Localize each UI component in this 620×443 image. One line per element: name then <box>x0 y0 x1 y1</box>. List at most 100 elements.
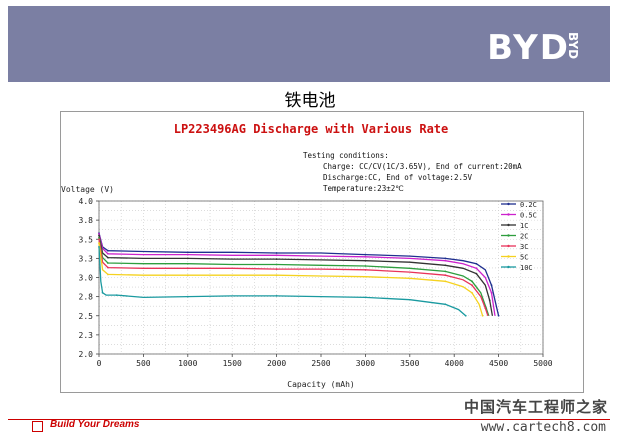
series-line-1C <box>98 235 494 316</box>
series-point <box>444 270 447 273</box>
x-tick-label: 1000 <box>178 359 197 368</box>
series-point <box>106 256 109 259</box>
series-point <box>98 234 100 237</box>
series-point <box>364 259 367 262</box>
series-point <box>106 249 109 252</box>
series-point <box>106 262 109 264</box>
series-point <box>106 266 109 269</box>
series-point <box>444 264 447 267</box>
series-line-2C <box>98 237 490 317</box>
condition-line: Discharge:CC, End of voltage:2.5V <box>323 173 472 182</box>
discharge-chart: LP223496AG Discharge with Various Rate T… <box>61 122 553 389</box>
chart-frame: LP223496AG Discharge with Various Rate T… <box>60 111 584 393</box>
series-point <box>186 251 189 254</box>
y-axis-label: Voltage (V) <box>61 185 114 194</box>
series-point <box>98 242 100 244</box>
series-point <box>444 280 447 283</box>
series-point <box>275 258 278 261</box>
footer-slogan: Build Your Dreams <box>50 419 140 430</box>
x-tick-label: 5000 <box>533 359 552 368</box>
series-point <box>364 255 367 258</box>
series-point <box>275 263 278 266</box>
legend-label: 10C <box>520 264 533 272</box>
x-tick-label: 500 <box>136 359 151 368</box>
y-tick-label: 3.3 <box>79 254 94 263</box>
legend: 0.2C 0.5C 1C 2C 3C 5C 10C <box>501 201 537 272</box>
testing-conditions: Testing conditions: Charge: CC/CV(1C/3.65… <box>303 151 522 193</box>
series-lines <box>98 232 500 317</box>
condition-line: Temperature:23±2℃ <box>323 184 404 193</box>
x-tick-label: 3000 <box>356 359 375 368</box>
condition-line: Charge: CC/CV(1C/3.65V), End of current:… <box>323 162 522 171</box>
series-point <box>444 257 447 260</box>
y-tick-label: 3.8 <box>79 216 94 225</box>
series-line-5C <box>98 243 484 316</box>
watermark-title: 中国汽车工程师之家 <box>463 398 608 416</box>
x-tick-label: 3500 <box>400 359 419 368</box>
series-point <box>275 268 278 270</box>
series-point <box>364 265 367 267</box>
footer-divider <box>8 419 610 420</box>
header-banner: BYD BYD <box>8 6 610 82</box>
x-tick-label: 1500 <box>223 359 242 368</box>
series-point <box>101 291 104 294</box>
series-point <box>275 254 278 257</box>
series-point <box>186 274 189 277</box>
series-point <box>98 238 100 241</box>
series-line-10C <box>98 246 467 317</box>
y-tick-label: 4.0 <box>79 197 94 206</box>
series-point <box>475 262 478 265</box>
legend-marker <box>507 255 510 258</box>
series-point <box>275 294 278 297</box>
series-point <box>275 252 278 254</box>
series-point <box>364 253 367 256</box>
y-tick-label: 2.8 <box>79 293 94 302</box>
x-tick-label: 2500 <box>311 359 330 368</box>
series-point <box>444 303 447 306</box>
series-point <box>475 267 478 270</box>
series-point <box>444 274 447 277</box>
series-point <box>484 307 487 309</box>
series-point <box>364 268 367 271</box>
series-point <box>497 314 500 317</box>
series-point <box>444 259 447 262</box>
byd-logo: BYD <box>487 28 570 68</box>
x-tick-label: 4000 <box>445 359 464 368</box>
series-point <box>490 291 493 294</box>
series-point <box>186 295 189 298</box>
series-line-0-5C <box>98 233 496 316</box>
series-point <box>98 246 100 248</box>
series-point <box>488 299 491 302</box>
legend-marker <box>507 223 510 227</box>
y-tick-label: 3.0 <box>79 274 94 283</box>
series-point <box>464 314 467 317</box>
series-point <box>186 257 189 260</box>
series-point <box>186 262 189 265</box>
series-point <box>115 294 118 296</box>
chart-title: LP223496AG Discharge with Various Rate <box>174 122 449 136</box>
footer-square-icon <box>32 421 43 432</box>
series-point <box>106 252 109 255</box>
series-point <box>471 280 473 283</box>
x-axis-label: Capacity (mAh) <box>287 380 354 389</box>
series-point <box>490 284 493 287</box>
series-line-3C <box>98 239 489 317</box>
series-point <box>186 253 189 256</box>
legend-label: 5C <box>520 254 528 262</box>
byd-logo-side: BYD <box>566 32 580 60</box>
y-tick-label: 3.5 <box>79 235 94 244</box>
legend-label: 2C <box>520 233 528 241</box>
series-point <box>106 273 109 276</box>
series-point <box>364 275 367 278</box>
x-tick-label: 4500 <box>489 359 508 368</box>
y-tick-label: 2.3 <box>79 331 94 340</box>
series-point <box>481 314 484 317</box>
y-tick-label: 2.0 <box>79 350 94 359</box>
x-tick-label: 0 <box>97 359 102 368</box>
slide-title: 铁电池 <box>284 91 336 111</box>
legend-marker <box>507 213 510 216</box>
series-point <box>475 272 478 275</box>
legend-marker <box>507 234 510 237</box>
legend-label: 0.5C <box>520 212 537 220</box>
series-point <box>471 291 473 294</box>
